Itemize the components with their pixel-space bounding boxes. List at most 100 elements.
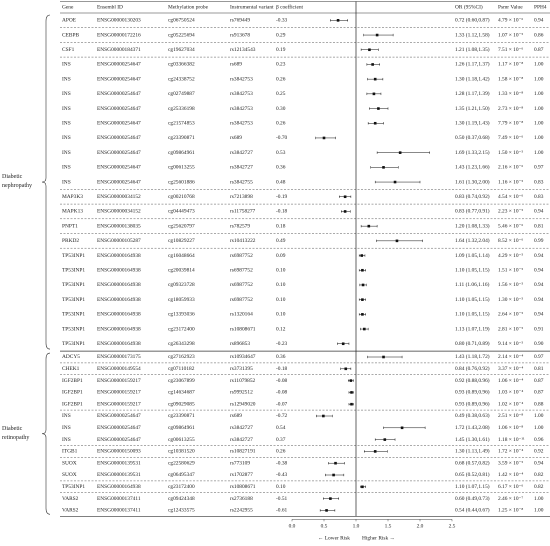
- cell-beta: 0.09: [276, 253, 286, 259]
- cell-ensembl: ENSG00000164938: [97, 267, 141, 273]
- cell-psmr: 3.59 × 10⁻⁵: [498, 460, 523, 466]
- cell-probe: cg23390871: [168, 413, 195, 419]
- cell-pph4: 0.94: [534, 282, 544, 288]
- cell-variant: rs913678: [230, 32, 250, 38]
- cell-beta: 0.54: [276, 425, 286, 431]
- cell-pph4: 0.81: [534, 223, 544, 229]
- cell-psmr: 1.56 × 10⁻⁵: [498, 282, 523, 288]
- cell-or-ci: 1.43 (1.18,1.72): [455, 353, 490, 360]
- cell-beta: 0.49: [276, 238, 286, 244]
- cell-variant: rs3842753: [230, 120, 253, 126]
- cell-probe: cg27162923: [168, 354, 195, 360]
- cell-variant: rs2736188: [230, 496, 253, 502]
- cell-psmr: 4.79 × 10⁻⁶: [498, 18, 523, 24]
- or-point: [361, 268, 364, 272]
- cell-or-ci: 0.93 (0.89,0.96): [455, 400, 490, 407]
- cell-beta: -0.07: [276, 401, 288, 407]
- cell-probe: cg09323728: [168, 282, 195, 288]
- cell-beta: 0.26: [276, 120, 286, 126]
- column-header: PPH4: [534, 5, 547, 11]
- cell-psmr: 1.06 × 10⁻⁸: [498, 425, 523, 431]
- group-label: Diabetic retinopathy: [2, 425, 30, 441]
- cell-or-ci: 1.10 (1.07,1.15): [455, 483, 490, 490]
- or-point: [367, 224, 371, 228]
- cell-pph4: 0.94: [534, 253, 544, 259]
- or-point: [360, 254, 364, 257]
- cell-ensembl: ENSG00000139531: [97, 472, 141, 478]
- cell-variant: rs12949020: [230, 401, 256, 407]
- cell-ensembl: ENSG00000254647: [97, 165, 141, 171]
- cell-psmr: 2.23 × 10⁻⁵: [498, 209, 523, 215]
- cell-pph4: 0.83: [534, 179, 544, 185]
- cell-gene: INS: [62, 76, 71, 82]
- cell-or-ci: 0.84 (0.76,0.92): [455, 365, 490, 372]
- cell-or-ci: 1.21 (1.08,1.35): [455, 46, 490, 53]
- cell-ensembl: ENSG00000164938: [97, 312, 141, 318]
- cell-psmr: 1.42 × 10⁻⁴: [498, 472, 523, 478]
- cell-pph4: 0.94: [534, 18, 544, 24]
- cell-or-ci: 1.43 (1.23,1.66): [455, 164, 490, 171]
- cell-beta: 0.12: [276, 326, 286, 332]
- cell-gene: ITGB1: [62, 449, 78, 455]
- cell-probe: cg09029085: [168, 401, 195, 407]
- or-point: [336, 19, 340, 22]
- cell-or-ci: 0.83 (0.74,0.92): [455, 193, 490, 200]
- cell-gene: INS: [62, 135, 71, 141]
- cell-psmr: 2.81 × 10⁻⁵: [498, 326, 523, 332]
- cell-variant: rs10413222: [230, 238, 256, 244]
- cell-variant: rs9992512: [230, 390, 253, 396]
- cell-probe: cg25601886: [168, 179, 195, 185]
- cell-variant: rs3842727: [230, 165, 253, 171]
- cell-beta: 0.10: [276, 312, 286, 318]
- cell-variant: rs3731395: [230, 366, 253, 372]
- cell-gene: CSF1: [62, 47, 75, 53]
- cell-beta: -0.43: [276, 472, 288, 478]
- cell-or-ci: 1.11 (1.06,1.16): [455, 281, 490, 288]
- cell-or-ci: 1.30 (1.19,1.43): [455, 119, 490, 126]
- cell-gene: PRKD2: [62, 238, 79, 244]
- cell-or-ci: 0.92 (0.88,0.96): [455, 377, 490, 384]
- or-point: [341, 342, 345, 346]
- or-point: [344, 367, 348, 371]
- or-point: [382, 355, 385, 359]
- cell-psmr: 7.79 × 10⁻⁸: [498, 120, 523, 126]
- or-point: [372, 92, 376, 96]
- cell-pph4: 0.88: [534, 401, 544, 407]
- cell-ensembl: ENSG00000139531: [97, 460, 141, 466]
- footer-lower-risk: ← Lower Risk: [318, 536, 350, 542]
- or-point: [350, 402, 353, 406]
- cell-or-ci: 1.28 (1.17,1.39): [455, 90, 490, 97]
- cell-gene: TP53INP1: [62, 297, 85, 303]
- cell-variant: rs689: [230, 135, 242, 141]
- cell-gene: INS: [62, 425, 71, 431]
- or-point: [350, 391, 353, 394]
- or-point: [375, 33, 379, 37]
- cell-beta: -0.18: [276, 209, 288, 215]
- cell-psmr: 1.72 × 10⁻⁴: [498, 449, 523, 455]
- or-point: [368, 48, 371, 52]
- cell-or-ci: 1.30 (1.13,1.49): [455, 448, 490, 455]
- cell-probe: cg03366382: [168, 62, 195, 68]
- cell-probe: cg00210768: [168, 194, 195, 200]
- cell-pph4: 1.00: [534, 91, 544, 97]
- cell-psmr: 1.02 × 10⁻⁴: [498, 401, 523, 407]
- cell-ensembl: ENSG00000105287: [97, 238, 141, 244]
- cell-gene: SUOX: [62, 472, 77, 478]
- or-point: [325, 509, 328, 512]
- cell-beta: 0.36: [276, 354, 286, 360]
- cell-variant: rs6987752: [230, 297, 253, 303]
- cell-probe: cg00613255: [168, 437, 195, 443]
- cell-gene: TP53INP1: [62, 267, 85, 273]
- cell-pph4: 0.94: [534, 312, 544, 318]
- cell-beta: -0.08: [276, 390, 288, 396]
- cell-variant: rs3842727: [230, 437, 253, 443]
- cell-psmr: 4.29 × 10⁻⁵: [498, 253, 523, 259]
- cell-psmr: 2.16 × 10⁻⁶: [498, 165, 523, 171]
- cell-beta: 0.48: [276, 179, 286, 185]
- cell-or-ci: 0.93 (0.89,0.96): [455, 389, 490, 396]
- cell-probe: cg19627034: [168, 47, 195, 53]
- cell-beta: 0.36: [276, 165, 286, 171]
- cell-gene: CEBPB: [62, 32, 79, 38]
- cell-pph4: 0.99: [534, 238, 544, 244]
